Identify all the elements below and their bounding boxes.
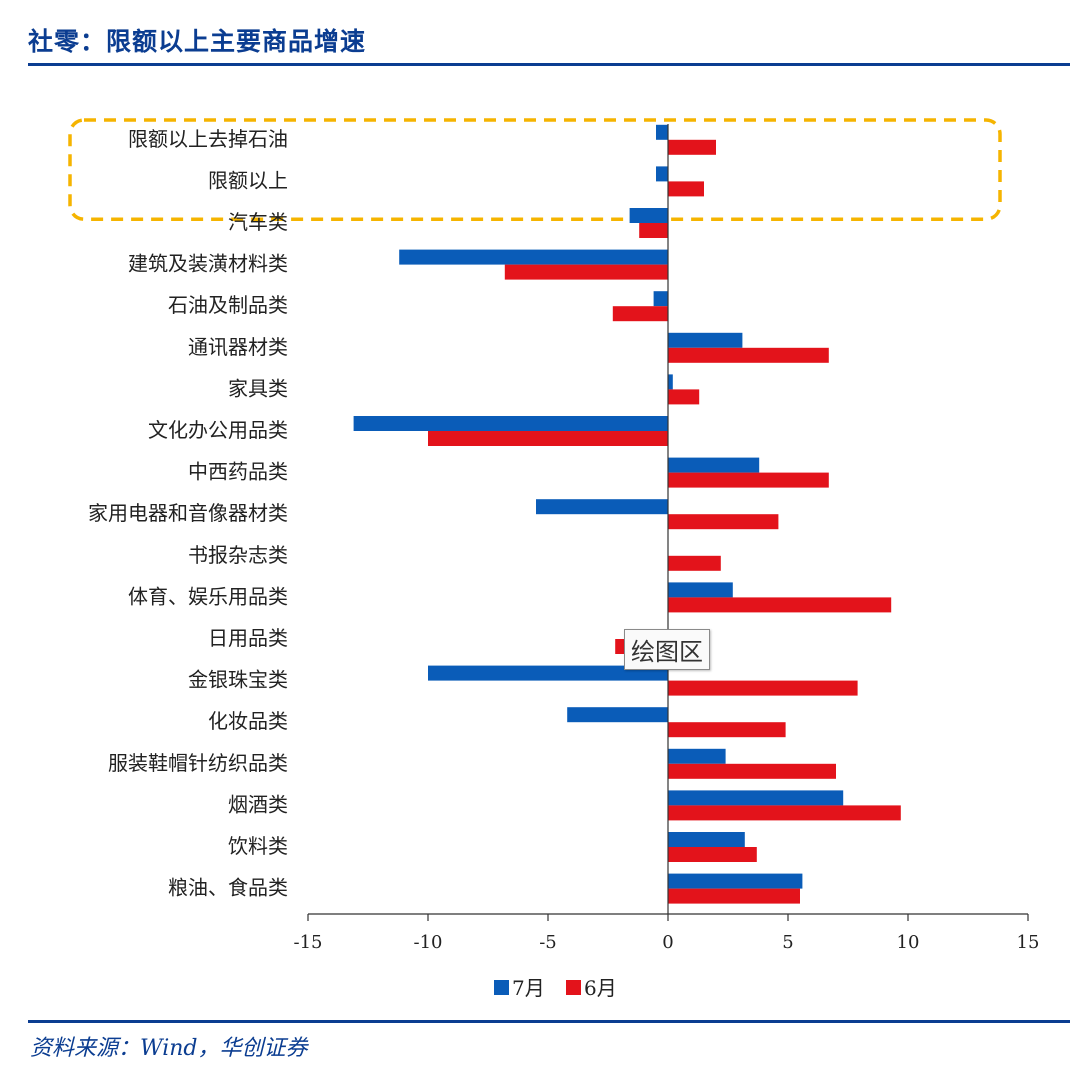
bar-6月[interactable] <box>668 597 892 613</box>
category-label: 家具类 <box>228 376 288 400</box>
bar-7月[interactable] <box>536 499 668 515</box>
category-label: 建筑及装潢材料类 <box>128 252 288 276</box>
x-tick-label: 5 <box>782 932 793 953</box>
bar-chart[interactable]: -15 -10 -5 0 5 10 15 限额以上去掉石油限额以上汽车类建筑及装潢材料类石油… <box>0 0 1080 1020</box>
x-tick-label: -15 <box>294 932 323 953</box>
category-label: 日用品类 <box>208 626 288 650</box>
bar-7月[interactable] <box>668 832 745 847</box>
bar-7月[interactable] <box>668 748 726 764</box>
x-tick-label: 15 <box>1017 932 1040 953</box>
category-label: 文化办公用品类 <box>148 418 288 442</box>
x-tick-label: -10 <box>414 932 443 953</box>
category-label: 限额以上去掉石油 <box>128 127 288 151</box>
legend-label-6月: 6月 <box>584 976 617 1000</box>
bar-6月[interactable] <box>668 472 829 488</box>
bar-7月[interactable] <box>656 124 668 140</box>
x-tick-label: 0 <box>662 932 673 953</box>
legend-label-7月: 7月 <box>512 976 545 1000</box>
bar-6月[interactable] <box>668 722 786 738</box>
bar-6月[interactable] <box>504 264 668 280</box>
legend-swatch-6月 <box>566 980 581 995</box>
title-rule <box>28 63 1070 66</box>
bar-6月[interactable] <box>668 847 757 862</box>
bar-7月[interactable] <box>668 790 844 806</box>
bar-6月[interactable] <box>668 680 858 696</box>
bar-7月[interactable] <box>668 873 803 889</box>
bar-7月[interactable] <box>668 332 743 348</box>
bar-6月[interactable] <box>668 805 901 821</box>
category-label: 金银珠宝类 <box>188 668 288 692</box>
bar-6月[interactable] <box>428 431 668 446</box>
source-note: 资料来源：Wind，华创证券 <box>30 1036 308 1061</box>
bar-6月[interactable] <box>668 389 700 405</box>
bar-7月[interactable] <box>668 374 673 390</box>
bar-6月[interactable] <box>668 555 721 571</box>
category-label: 服装鞋帽针纺织品类 <box>108 751 288 775</box>
category-label: 家用电器和音像器材类 <box>88 501 288 525</box>
page-title: 社零：限额以上主要商品增速 <box>28 27 367 56</box>
category-label: 限额以上 <box>208 168 288 192</box>
bar-7月[interactable] <box>629 208 668 223</box>
category-label: 化妆品类 <box>208 709 288 733</box>
bar-6月[interactable] <box>639 223 668 238</box>
highlight-box <box>68 118 1002 221</box>
bar-7月[interactable] <box>668 457 760 473</box>
category-label: 书报杂志类 <box>188 543 288 567</box>
category-label: 汽车类 <box>228 210 288 234</box>
category-label: 中西药品类 <box>188 460 288 484</box>
bar-7月[interactable] <box>567 707 668 723</box>
bar-7月[interactable] <box>668 582 733 598</box>
category-label: 通讯器材类 <box>188 335 288 359</box>
bar-7月[interactable] <box>656 166 668 182</box>
bar-7月[interactable] <box>353 416 668 431</box>
bar-6月[interactable] <box>668 181 704 197</box>
category-label: 烟酒类 <box>228 792 288 816</box>
bar-6月[interactable] <box>668 514 779 530</box>
footer-rule <box>28 1020 1070 1023</box>
category-label: 体育、娱乐用品类 <box>128 584 288 608</box>
x-tick-label: 10 <box>897 932 920 953</box>
bar-6月[interactable] <box>668 139 716 155</box>
bar-7月[interactable] <box>653 291 668 307</box>
category-label: 饮料类 <box>228 834 288 858</box>
bar-6月[interactable] <box>612 306 668 322</box>
bar-6月[interactable] <box>668 888 800 904</box>
bar-7月[interactable] <box>428 665 668 681</box>
category-label: 粮油、食品类 <box>168 876 288 900</box>
bar-6月[interactable] <box>668 763 836 779</box>
plot-area-tooltip: 绘图区 <box>624 629 710 670</box>
x-tick-label: -5 <box>539 932 557 953</box>
category-label: 石油及制品类 <box>168 293 288 317</box>
bar-6月[interactable] <box>668 347 829 363</box>
legend-swatch-7月 <box>494 980 509 995</box>
bar-7月[interactable] <box>399 249 668 265</box>
